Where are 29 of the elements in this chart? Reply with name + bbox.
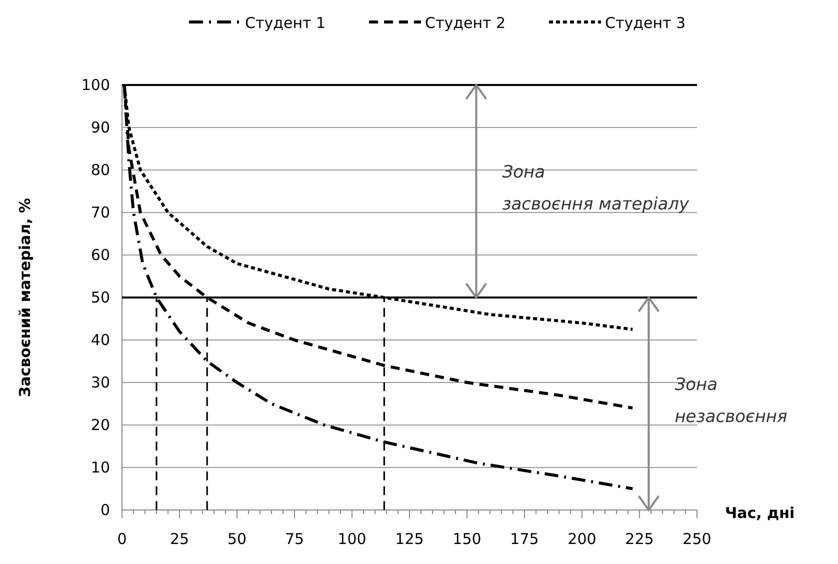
legend-label: Студент 3 — [605, 14, 686, 32]
x-tick-label: 75 — [284, 530, 304, 548]
x-tick-label: 175 — [510, 530, 539, 548]
y-tick-label: 50 — [90, 288, 110, 306]
y-tick-label: 90 — [90, 118, 110, 136]
x-tick-label: 100 — [338, 530, 366, 548]
x-tick-label: 225 — [625, 530, 654, 548]
y-tick-label: 60 — [90, 246, 110, 264]
x-tick-label: 250 — [682, 530, 712, 548]
y-tick-label: 70 — [90, 204, 110, 222]
x-tick-label: 50 — [227, 530, 247, 548]
x-tick-label: 200 — [568, 530, 596, 548]
y-tick-label: 20 — [90, 416, 110, 434]
y-tick-label: 100 — [81, 76, 110, 94]
x-tick-label: 125 — [395, 530, 424, 548]
y-tick-label: 10 — [90, 458, 110, 476]
y-tick-label: 80 — [90, 161, 110, 179]
y-tick-label: 30 — [90, 374, 110, 392]
legend-label: Студент 1 — [245, 14, 326, 32]
x-tick-label: 0 — [117, 530, 127, 548]
legend-label: Студент 2 — [425, 14, 506, 32]
y-tick-label: 0 — [100, 501, 110, 519]
x-tick-label: 25 — [170, 530, 190, 548]
annotation: Зона засвоєння матеріалу — [502, 162, 690, 214]
annotation: Зона незасвоєння — [674, 374, 788, 427]
x-tick-label: 150 — [452, 530, 482, 548]
y-axis-title: Засвоєний матеріал, % — [16, 198, 34, 398]
x-axis-title: Час, дні — [725, 504, 795, 522]
y-tick-label: 40 — [90, 331, 110, 349]
